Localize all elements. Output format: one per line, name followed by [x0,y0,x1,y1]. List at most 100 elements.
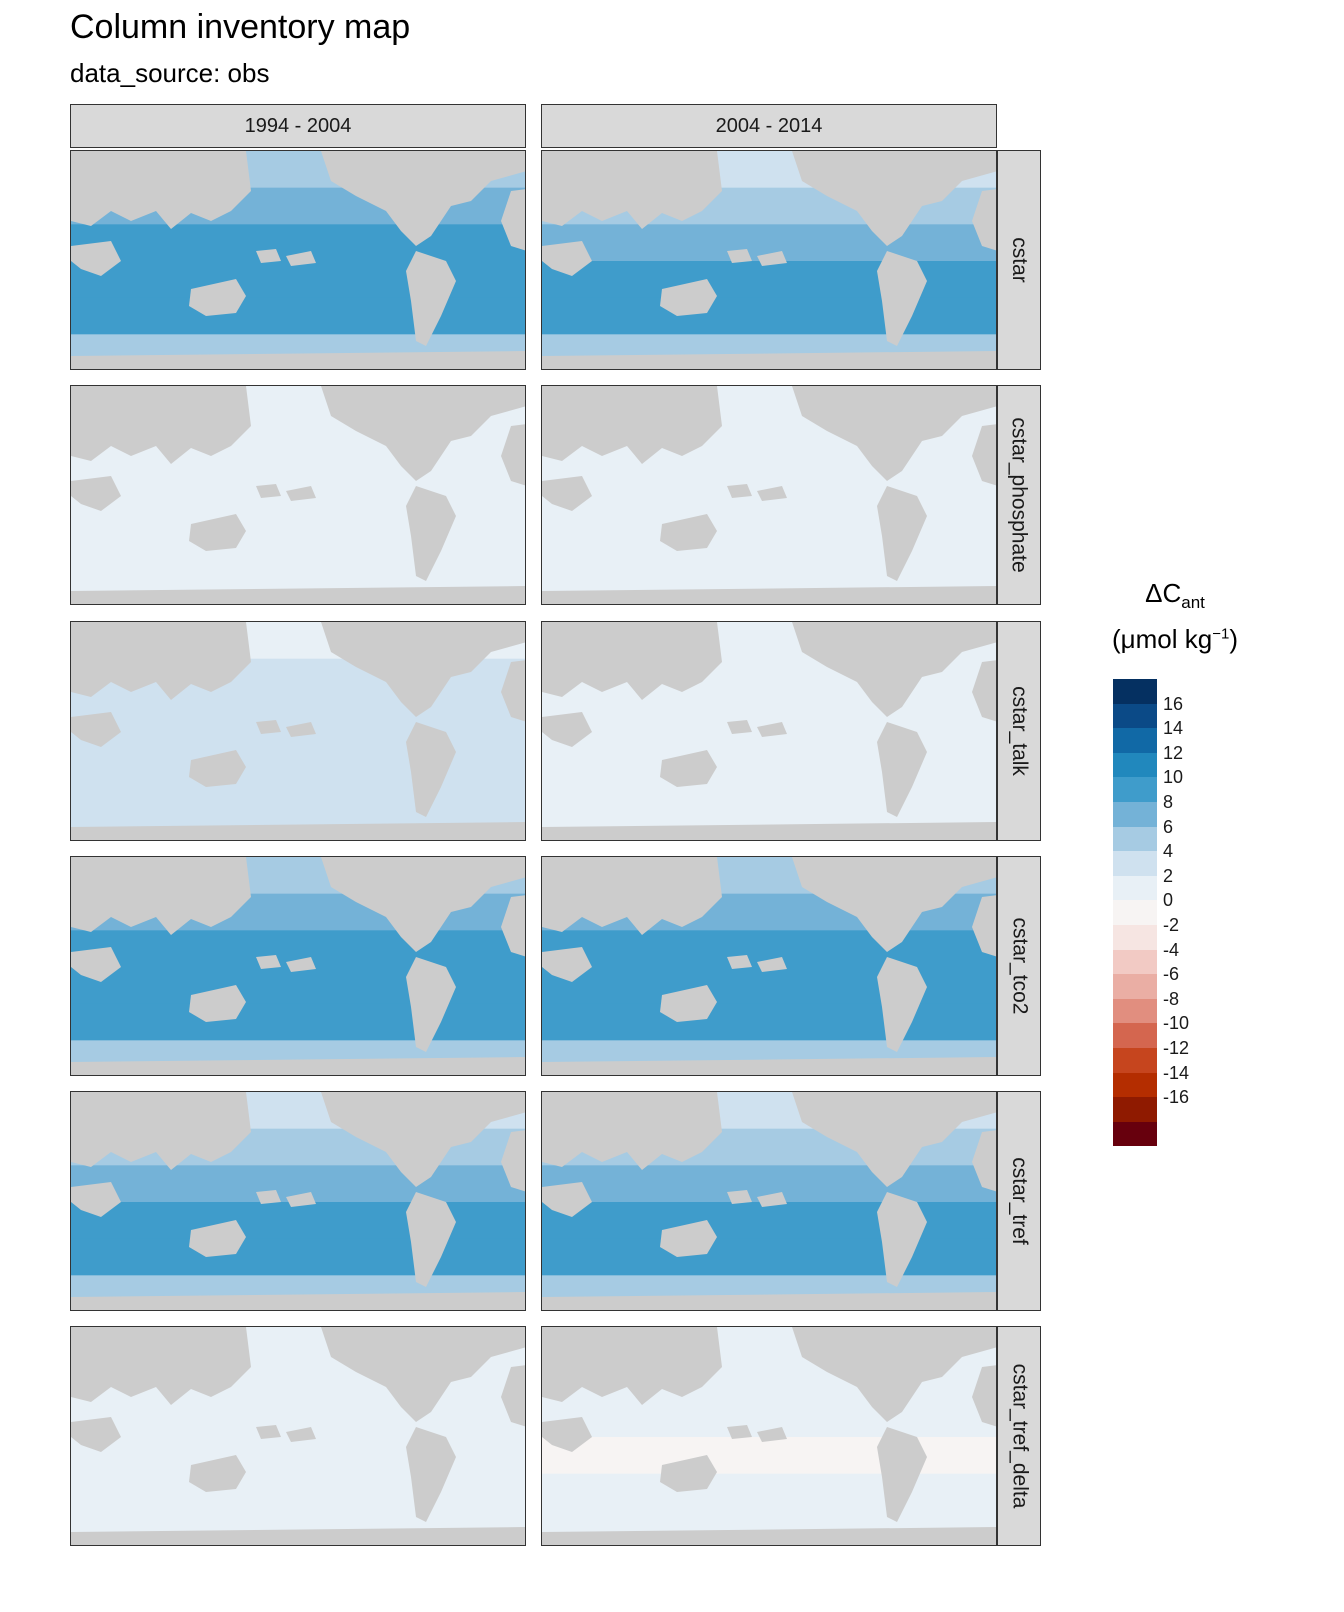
land-mass [972,1130,996,1192]
legend-break-label: -2 [1163,915,1180,935]
land-mass [501,189,525,251]
map-panel [70,856,526,1076]
land-mass [71,1527,525,1545]
land-mass [286,722,316,737]
land-mass [757,1192,787,1207]
facet-row-label: cstar [1008,237,1032,283]
land-mass [542,1092,722,1170]
legend-swatch [1113,703,1157,729]
ocean-band [542,967,996,1005]
land-mass [71,1092,251,1170]
legend-colorbar [1113,679,1157,1147]
legend-swatch [1113,1097,1157,1122]
land-mass [727,1190,752,1204]
legend-break-label: 12 [1163,742,1184,763]
land-mass [757,722,787,737]
land-mass [71,151,251,229]
land-mass [792,1327,996,1422]
land-mass [727,1425,752,1439]
land-mass [71,1182,121,1217]
map-panel [70,621,526,841]
map-svg [71,857,525,1075]
land-mass [71,1292,525,1310]
land-mass [406,957,456,1052]
map-panel [541,621,997,841]
land-mass [71,386,251,464]
map-panel [541,1326,997,1546]
land-mass [542,1327,722,1405]
legend-break-label: -4 [1163,939,1180,960]
land-mass [71,857,251,935]
ocean-band [71,732,525,770]
legend-swatch [1113,1023,1157,1048]
land-mass [542,1182,592,1217]
ocean-band [71,1437,525,1475]
land-mass [321,1092,525,1187]
map-svg [542,857,996,1075]
map-svg [542,1092,996,1310]
land-mass [757,957,787,972]
legend-title-line2: (μmol kg−1) [1112,624,1238,654]
map-panel [541,856,997,1076]
land-mass [321,151,525,246]
land-mass [792,857,996,952]
ocean-band [542,496,996,534]
land-mass [542,1057,996,1075]
legend-swatch [1113,826,1157,852]
chart-title: Column inventory map [70,8,411,46]
facet-row-strip: cstar_tref [997,1091,1041,1311]
legend-break-label: -10 [1163,1013,1190,1034]
land-mass [727,955,752,969]
ocean-band [71,261,525,299]
land-mass [877,1427,927,1522]
land-mass [542,241,592,276]
land-mass [189,985,246,1022]
ocean-band [71,297,525,336]
land-mass [542,586,996,604]
land-mass [727,249,752,263]
facet-row-label: cstar_tco2 [1008,917,1032,1015]
land-mass [757,486,787,501]
legend-break-label: 14 [1163,718,1184,739]
legend-title-line1: ΔCant [1145,578,1205,613]
land-mass [542,1527,996,1545]
facet-row-strip: cstar_talk [997,621,1041,841]
land-mass [71,712,121,747]
ocean-band [71,532,525,571]
land-mass [189,750,246,787]
facet-column-label: 1994 - 2004 [244,114,352,137]
map-svg [542,151,996,369]
land-mass [189,1455,246,1492]
land-mass [542,351,996,369]
land-mass [71,1417,121,1452]
land-mass [501,424,525,486]
land-mass [286,251,316,266]
legend-break-label: -14 [1163,1062,1190,1083]
land-mass [972,660,996,722]
land-mass [321,1327,525,1422]
legend-break-label: 8 [1163,792,1174,812]
map-svg [71,1092,525,1310]
land-mass [542,857,722,935]
legend-break-label: 6 [1163,816,1174,837]
legend-swatch [1113,752,1157,778]
land-mass [256,1425,281,1439]
legend-swatch [1113,777,1157,802]
land-mass [542,622,722,700]
land-mass [256,955,281,969]
legend-break-label: -8 [1163,988,1180,1009]
facet-row-label: cstar_phosphate [1008,417,1031,573]
legend-break-label: 2 [1163,865,1174,886]
land-mass [406,486,456,581]
facet-column-strip: 2004 - 2014 [541,104,997,148]
land-mass [286,1192,316,1207]
land-mass [256,720,281,734]
legend-swatch [1113,801,1157,827]
map-svg [71,386,525,604]
map-panel [70,1091,526,1311]
land-mass [542,476,592,511]
land-mass [256,1190,281,1204]
ocean-band [542,768,996,807]
ocean-band [542,1473,996,1512]
ocean-band [71,1473,525,1512]
